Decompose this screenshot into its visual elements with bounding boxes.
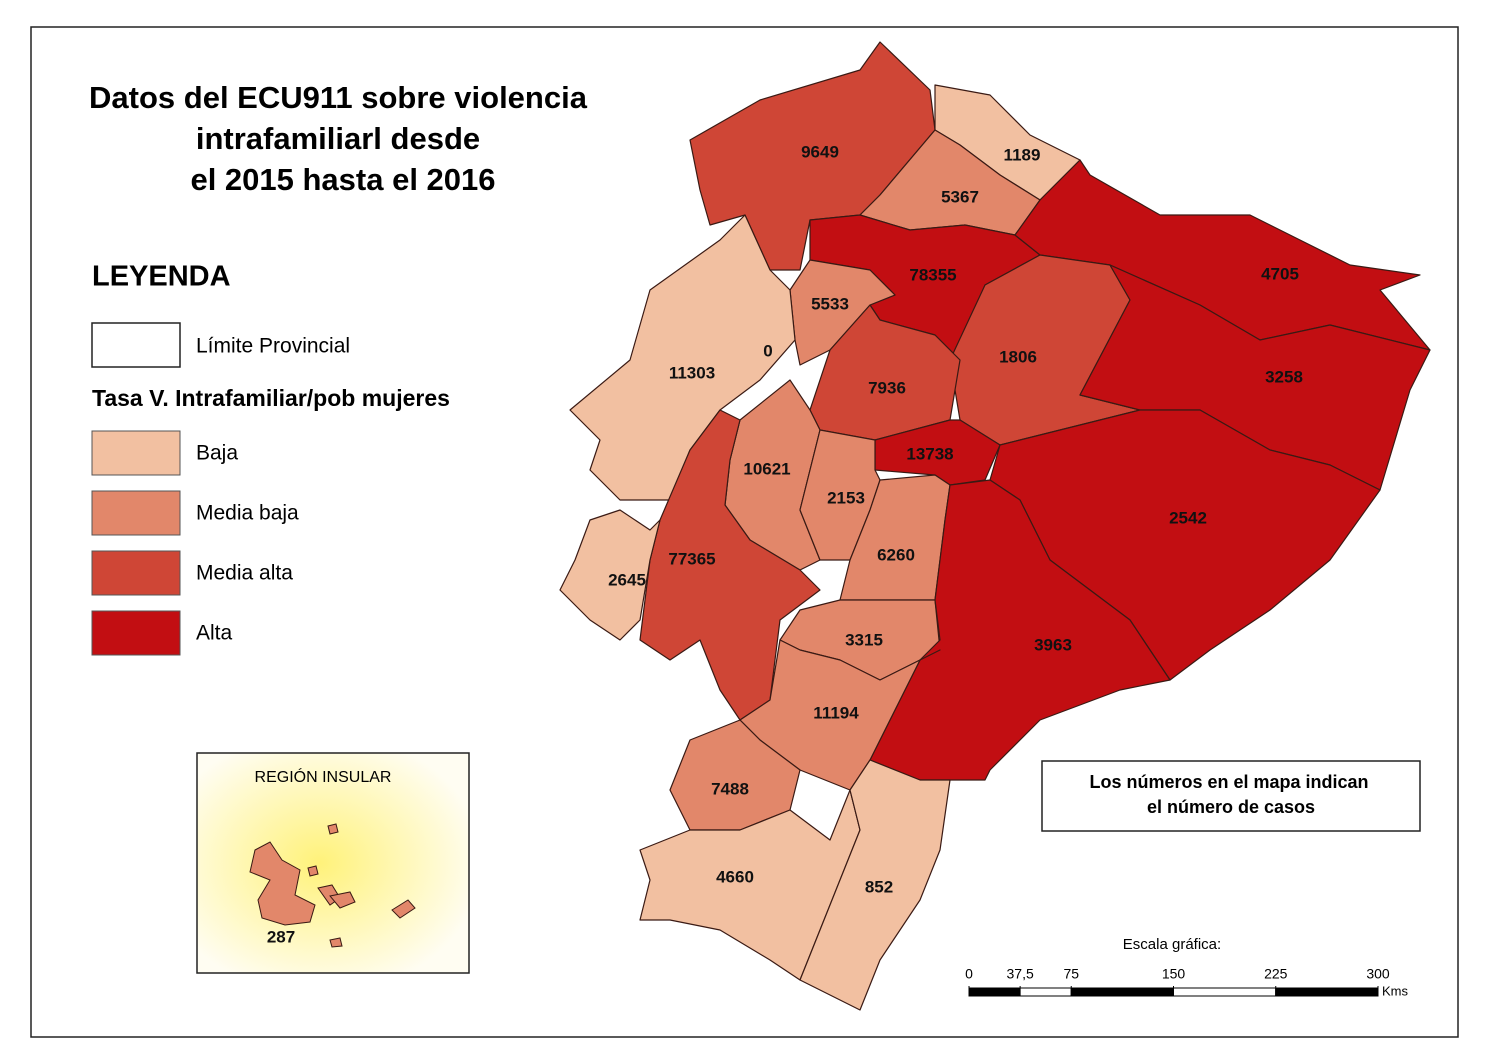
scale-segment	[1173, 987, 1277, 997]
title-line: intrafamiliarl desde	[196, 121, 480, 156]
island	[391, 899, 416, 919]
note-line: el número de casos	[1147, 797, 1315, 817]
province	[799, 759, 951, 1011]
case-count: 3315	[845, 630, 883, 649]
islands: 287	[249, 823, 416, 948]
case-count: 9649	[801, 142, 839, 161]
frame	[30, 26, 1459, 1038]
scale-segment	[968, 987, 1021, 997]
legend-swatch	[91, 322, 181, 368]
case-count: 852	[865, 877, 893, 896]
case-count: 3963	[1034, 635, 1072, 654]
case-count: 78355	[909, 265, 956, 284]
legend-swatch	[91, 550, 181, 596]
scale-tick-label: 150	[1162, 966, 1186, 982]
province	[874, 419, 1001, 486]
island	[327, 823, 339, 835]
labels: 9649 1189 5367 78355 4705 5533 11303 0 1806 3258 7…	[608, 142, 1303, 896]
scale-tick-label: 37,5	[1007, 966, 1034, 982]
scale-title: Escala gráfica:	[1123, 936, 1221, 953]
case-count: 6260	[877, 545, 915, 564]
case-count: 4705	[1261, 264, 1299, 283]
case-count: 1806	[999, 347, 1037, 366]
scale-tick-label: 300	[1366, 966, 1390, 982]
legend-label: Media baja	[196, 502, 299, 525]
scale-tick-label: 75	[1063, 966, 1079, 982]
case-count: 5533	[811, 294, 849, 313]
legend-title: LEYENDA	[92, 261, 231, 293]
province	[559, 509, 661, 641]
case-count: 287	[267, 927, 295, 946]
scale-segment	[1070, 987, 1174, 997]
case-count: 7936	[868, 378, 906, 397]
legend-swatch	[91, 490, 181, 536]
legend-swatch	[91, 610, 181, 656]
scale-segment	[1019, 987, 1072, 997]
case-count: 2542	[1169, 508, 1207, 527]
province	[639, 409, 821, 721]
note-box	[1041, 760, 1421, 832]
case-count: 4660	[716, 867, 754, 886]
legend-subtitle: Tasa V. Intrafamiliar/pob mujeres	[92, 385, 450, 411]
case-count: 77365	[668, 549, 715, 568]
title-line: el 2015 hasta el 2016	[190, 162, 495, 197]
case-count: 11194	[813, 703, 859, 722]
island	[307, 865, 319, 877]
island	[329, 891, 356, 909]
case-count: 5367	[941, 187, 979, 206]
case-count: 10621	[743, 459, 790, 478]
provinces	[559, 41, 1431, 1011]
case-count: 11303	[669, 363, 715, 382]
legend-label: Límite Provincial	[196, 335, 350, 358]
scale-tick-label: 0	[965, 966, 973, 982]
case-count: 2645	[608, 570, 646, 589]
case-count: 2153	[827, 488, 865, 507]
scale-segment	[1275, 987, 1379, 997]
scale-tick-label: 225	[1264, 966, 1288, 982]
island	[249, 841, 316, 926]
case-count: 3258	[1265, 367, 1303, 386]
case-count: 0	[763, 341, 772, 360]
legend-label: Alta	[196, 622, 233, 645]
legend-classes: Baja Media baja Media alta Alta	[91, 430, 299, 656]
case-count: 1189	[1004, 145, 1041, 164]
case-count: 13738	[906, 444, 953, 463]
inset-box	[196, 752, 470, 974]
province	[869, 479, 1171, 781]
note-line: Los números en el mapa indican	[1089, 772, 1368, 792]
title-line: Datos del ECU911 sobre violencia	[89, 80, 588, 115]
scale-unit: Kms	[1382, 983, 1409, 998]
legend-swatch	[91, 430, 181, 476]
inset-title: REGIÓN INSULAR	[255, 767, 392, 786]
island	[329, 937, 343, 948]
legend-label: Media alta	[196, 562, 293, 585]
legend-label: Baja	[196, 442, 238, 465]
case-count: 7488	[711, 779, 749, 798]
